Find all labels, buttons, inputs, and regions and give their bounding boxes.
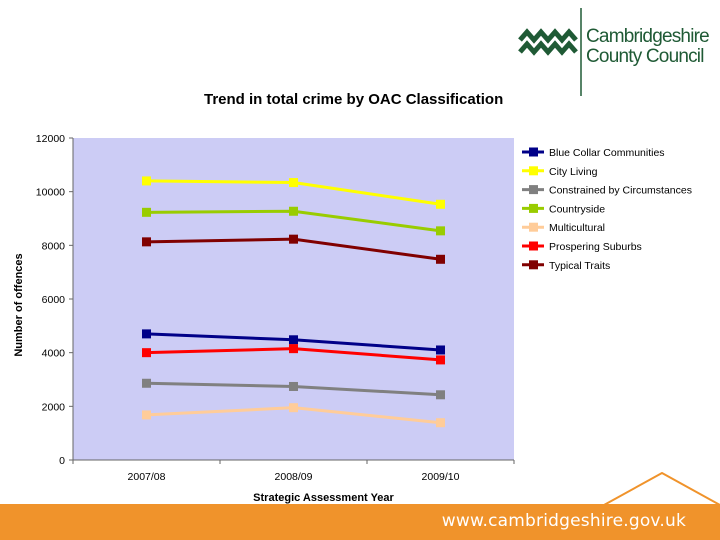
data-point xyxy=(289,344,298,354)
data-point xyxy=(142,237,151,247)
org-name-line1: Cambridgeshire xyxy=(586,26,710,47)
data-point xyxy=(289,403,298,413)
data-point xyxy=(142,176,151,186)
data-point xyxy=(142,207,151,217)
footer-bar: www.cambridgeshire.gov.uk xyxy=(0,504,720,540)
footer-url: www.cambridgeshire.gov.uk xyxy=(441,511,686,531)
data-point xyxy=(436,390,445,400)
legend-item: Typical Traits xyxy=(522,260,610,272)
x-tick-label: 2008/09 xyxy=(275,471,313,483)
data-point xyxy=(142,329,151,339)
y-tick-label: 8000 xyxy=(42,240,66,252)
legend-item: Prospering Suburbs xyxy=(522,241,642,253)
council-logo: Cambridgeshire County Council xyxy=(514,0,720,96)
legend-label: Typical Traits xyxy=(549,260,610,272)
y-tick-label: 0 xyxy=(59,455,65,467)
x-ticks: 2007/08 2008/09 2009/10 xyxy=(72,460,515,483)
legend-swatch-marker xyxy=(529,241,538,251)
legend-item: Constrained by Circumstances xyxy=(522,185,692,197)
series-countryside xyxy=(142,206,445,236)
legend-swatch-marker xyxy=(529,166,538,176)
legend-swatch-marker xyxy=(529,260,538,270)
legend-label: Blue Collar Communities xyxy=(549,147,665,159)
legend-item: Countryside xyxy=(522,203,605,215)
footer-accent-shape xyxy=(604,472,720,506)
y-tick-label: 6000 xyxy=(42,294,66,306)
series-city-living xyxy=(142,176,445,209)
series-typical-traits xyxy=(142,234,445,264)
legend-label: Prospering Suburbs xyxy=(549,241,642,253)
y-axis-title: Number of offences xyxy=(13,253,25,356)
data-point xyxy=(436,254,445,264)
x-axis-title: Strategic Assessment Year xyxy=(253,492,394,504)
org-name-line2: County Council xyxy=(586,46,704,67)
y-tick-label: 4000 xyxy=(42,348,66,360)
legend: Blue Collar Communities City Living Constr… xyxy=(522,147,692,272)
x-tick-label: 2007/08 xyxy=(128,471,166,483)
legend-item: Blue Collar Communities xyxy=(522,147,665,159)
data-point xyxy=(289,206,298,216)
legend-swatch-marker xyxy=(529,185,538,195)
data-point xyxy=(142,348,151,358)
data-point xyxy=(436,355,445,365)
data-point xyxy=(436,345,445,355)
legend-label: Countryside xyxy=(549,203,605,215)
y-tick-label: 10000 xyxy=(36,187,65,199)
y-ticks: 0 2000 4000 6000 8000 10000 12000 xyxy=(36,133,73,467)
data-point xyxy=(436,199,445,209)
legend-label: Multicultural xyxy=(549,222,605,234)
legend-item: Multicultural xyxy=(522,222,605,234)
data-point xyxy=(142,378,151,388)
legend-item: City Living xyxy=(522,166,598,178)
data-point xyxy=(289,381,298,391)
legend-swatch-marker xyxy=(529,147,538,157)
chart: Trend in total crime by OAC Classificati… xyxy=(13,91,692,504)
data-point xyxy=(289,335,298,345)
series-multicultural xyxy=(142,403,445,428)
data-point xyxy=(436,226,445,236)
data-point xyxy=(142,410,151,420)
data-point xyxy=(436,418,445,428)
data-point xyxy=(289,178,298,188)
data-point xyxy=(289,234,298,244)
y-tick-label: 2000 xyxy=(42,401,66,413)
y-tick-label: 12000 xyxy=(36,133,65,145)
series-constrained-by-circumstances xyxy=(142,378,445,400)
logo-mark-icon xyxy=(518,8,582,96)
series-blue-collar-communities xyxy=(142,329,445,355)
chart-title: Trend in total crime by OAC Classificati… xyxy=(204,91,503,108)
series-layer xyxy=(142,176,445,428)
legend-label: Constrained by Circumstances xyxy=(549,185,692,197)
legend-swatch-marker xyxy=(529,222,538,232)
series-prospering-suburbs xyxy=(142,344,445,365)
legend-swatch-marker xyxy=(529,203,538,213)
x-tick-label: 2009/10 xyxy=(422,471,460,483)
legend-label: City Living xyxy=(549,166,598,178)
